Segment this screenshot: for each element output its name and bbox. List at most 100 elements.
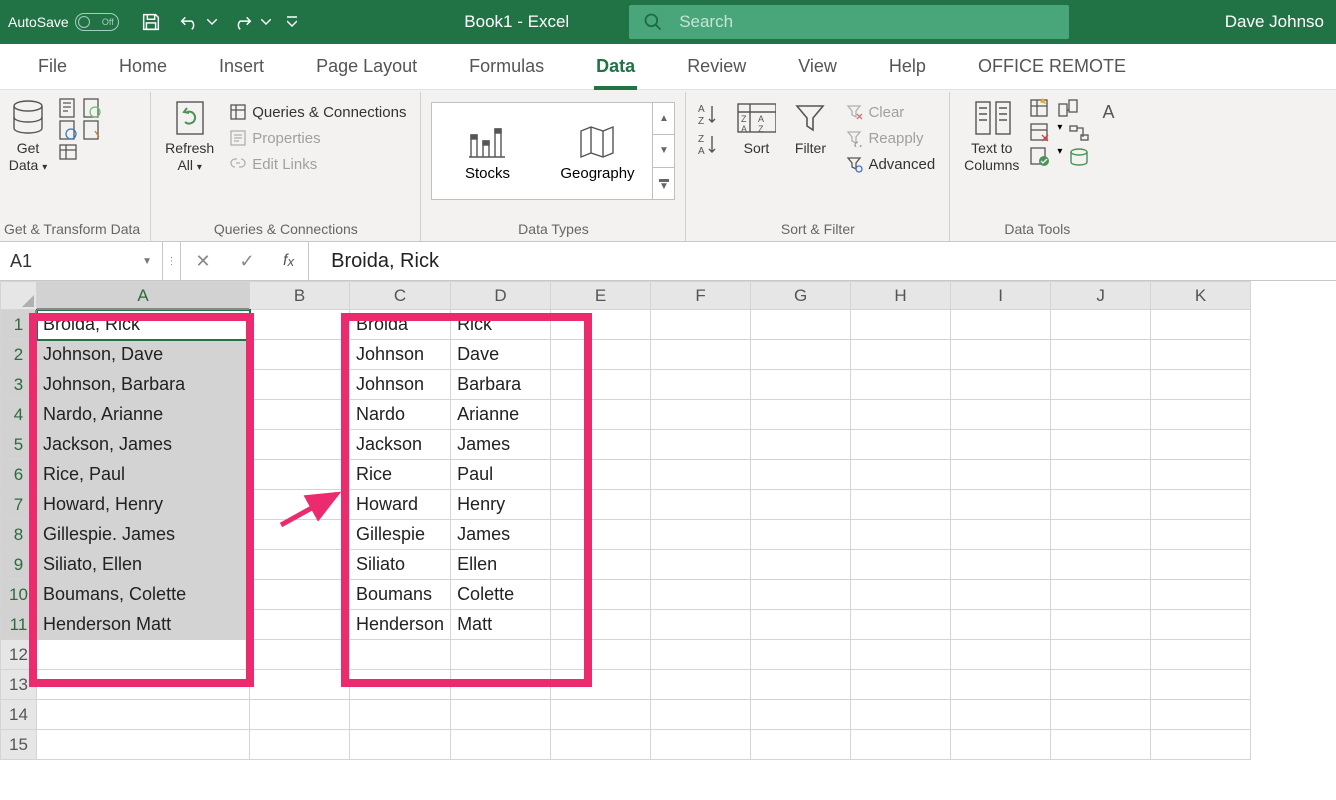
cell-B11[interactable] — [250, 610, 350, 640]
cell-H5[interactable] — [851, 430, 951, 460]
cell-B4[interactable] — [250, 400, 350, 430]
column-header-C[interactable]: C — [350, 282, 451, 310]
cell-C12[interactable] — [350, 640, 451, 670]
cell-I1[interactable] — [951, 310, 1051, 340]
cell-G11[interactable] — [751, 610, 851, 640]
cell-C1[interactable]: Broida — [350, 310, 451, 340]
manage-data-model-icon[interactable] — [1068, 146, 1090, 168]
cell-E14[interactable] — [551, 700, 651, 730]
redo-icon[interactable] — [231, 10, 255, 34]
row-header-5[interactable]: 5 — [1, 430, 37, 460]
cell-D15[interactable] — [451, 730, 551, 760]
row-header-11[interactable]: 11 — [1, 610, 37, 640]
cell-B6[interactable] — [250, 460, 350, 490]
row-header-3[interactable]: 3 — [1, 370, 37, 400]
cell-H14[interactable] — [851, 700, 951, 730]
cell-G10[interactable] — [751, 580, 851, 610]
cell-D10[interactable]: Colette — [451, 580, 551, 610]
undo-icon[interactable] — [177, 10, 201, 34]
existing-connections-icon[interactable] — [58, 142, 78, 162]
cancel-icon[interactable]: ✕ — [181, 242, 225, 280]
cell-B5[interactable] — [250, 430, 350, 460]
cell-J15[interactable] — [1051, 730, 1151, 760]
cell-J14[interactable] — [1051, 700, 1151, 730]
row-header-6[interactable]: 6 — [1, 460, 37, 490]
cell-A14[interactable] — [37, 700, 250, 730]
geography-button[interactable]: Geography — [542, 103, 652, 199]
cell-H10[interactable] — [851, 580, 951, 610]
cell-B3[interactable] — [250, 370, 350, 400]
cell-K13[interactable] — [1151, 670, 1251, 700]
cell-C4[interactable]: Nardo — [350, 400, 451, 430]
worksheet-grid[interactable]: ABCDEFGHIJK1Broida, RickBroidaRick2Johns… — [0, 281, 1251, 760]
cell-G2[interactable] — [751, 340, 851, 370]
save-icon[interactable] — [139, 10, 163, 34]
cell-F7[interactable] — [651, 490, 751, 520]
row-header-2[interactable]: 2 — [1, 340, 37, 370]
consolidate-icon[interactable] — [1057, 98, 1079, 120]
cell-E7[interactable] — [551, 490, 651, 520]
cell-J11[interactable] — [1051, 610, 1151, 640]
cell-J4[interactable] — [1051, 400, 1151, 430]
cell-G14[interactable] — [751, 700, 851, 730]
cell-K10[interactable] — [1151, 580, 1251, 610]
cell-D2[interactable]: Dave — [451, 340, 551, 370]
cell-B9[interactable] — [250, 550, 350, 580]
flash-fill-icon[interactable] — [1029, 98, 1051, 120]
sort-button[interactable]: ZAAZ Sort — [732, 96, 780, 159]
cell-F2[interactable] — [651, 340, 751, 370]
cell-B15[interactable] — [250, 730, 350, 760]
cell-K8[interactable] — [1151, 520, 1251, 550]
cell-J7[interactable] — [1051, 490, 1151, 520]
cell-F8[interactable] — [651, 520, 751, 550]
cell-D8[interactable]: James — [451, 520, 551, 550]
cell-E1[interactable] — [551, 310, 651, 340]
cell-A12[interactable] — [37, 640, 250, 670]
cell-E11[interactable] — [551, 610, 651, 640]
cell-F14[interactable] — [651, 700, 751, 730]
properties-button[interactable]: Properties — [224, 126, 410, 150]
cell-E2[interactable] — [551, 340, 651, 370]
cell-A10[interactable]: Boumans, Colette — [37, 580, 250, 610]
cell-J12[interactable] — [1051, 640, 1151, 670]
cell-C6[interactable]: Rice — [350, 460, 451, 490]
cell-F10[interactable] — [651, 580, 751, 610]
sort-asc-icon[interactable]: AZ — [696, 102, 722, 126]
cell-E15[interactable] — [551, 730, 651, 760]
cell-I9[interactable] — [951, 550, 1051, 580]
cell-F12[interactable] — [651, 640, 751, 670]
cell-K2[interactable] — [1151, 340, 1251, 370]
cell-D5[interactable]: James — [451, 430, 551, 460]
user-name[interactable]: Dave Johnso — [1225, 12, 1328, 32]
cell-G5[interactable] — [751, 430, 851, 460]
cell-A11[interactable]: Henderson Matt — [37, 610, 250, 640]
cell-G4[interactable] — [751, 400, 851, 430]
cell-K1[interactable] — [1151, 310, 1251, 340]
cell-I5[interactable] — [951, 430, 1051, 460]
cell-H3[interactable] — [851, 370, 951, 400]
from-text-icon[interactable] — [58, 98, 78, 118]
column-header-E[interactable]: E — [551, 282, 651, 310]
get-data-button[interactable]: Get Data ▾ — [4, 96, 52, 176]
cell-F9[interactable] — [651, 550, 751, 580]
cell-A7[interactable]: Howard, Henry — [37, 490, 250, 520]
column-header-A[interactable]: A — [37, 282, 250, 310]
tab-office-remote[interactable]: OFFICE REMOTE — [952, 44, 1152, 90]
cell-F5[interactable] — [651, 430, 751, 460]
cell-C13[interactable] — [350, 670, 451, 700]
cell-I14[interactable] — [951, 700, 1051, 730]
cell-D3[interactable]: Barbara — [451, 370, 551, 400]
cell-B12[interactable] — [250, 640, 350, 670]
cell-I4[interactable] — [951, 400, 1051, 430]
cell-B13[interactable] — [250, 670, 350, 700]
refresh-all-button[interactable]: Refresh All ▾ — [161, 96, 218, 176]
cell-C15[interactable] — [350, 730, 451, 760]
cell-H9[interactable] — [851, 550, 951, 580]
cell-J5[interactable] — [1051, 430, 1151, 460]
name-box[interactable]: A1 ▼ — [0, 242, 163, 280]
cell-B14[interactable] — [250, 700, 350, 730]
cell-H1[interactable] — [851, 310, 951, 340]
cell-G7[interactable] — [751, 490, 851, 520]
cell-D13[interactable] — [451, 670, 551, 700]
cell-J9[interactable] — [1051, 550, 1151, 580]
